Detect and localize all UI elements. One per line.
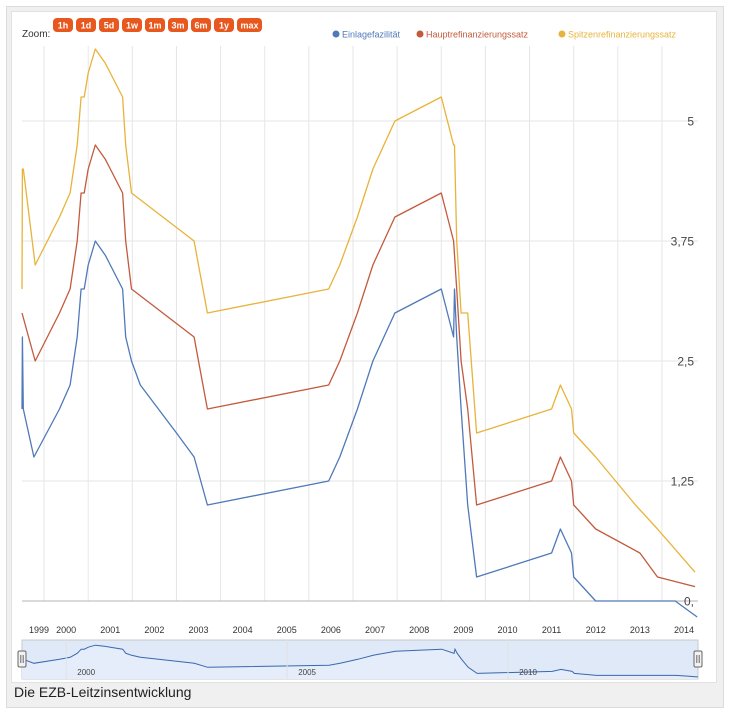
series-line-2 [21,144,696,588]
zoom-button-1y[interactable]: 1y [214,18,234,32]
x-tick-label: 2002 [144,625,164,635]
y-tick-label: 1,25 [671,475,695,489]
zoom-button-bg [237,18,262,32]
zoom-button-bg [145,18,165,32]
legend-marker [558,30,566,38]
x-tick-label: 2010 [497,625,517,635]
x-tick-label: 2013 [630,625,650,635]
zoom-label: Zoom: [22,29,50,40]
x-tick-label: 2011 [542,625,561,635]
zoom-button-3m[interactable]: 3m [168,18,188,32]
zoom-button-label: 1m [148,21,161,31]
x-axis-labels: 1999 2000 2001 2002 2003 2004 2005 2006 2007 2008… [29,625,694,635]
navigator-label: 2010 [519,668,537,677]
zoom-button-label: 6m [194,21,207,31]
zoom-button-bg [191,18,211,32]
navigator-line [21,644,699,678]
zoom-button-label: max [240,21,258,31]
zoom-button-bg [99,18,119,32]
zoom-button-1d[interactable]: 1d [76,18,96,32]
x-tick-label: 2006 [321,625,341,635]
zoom-button-1w[interactable]: 1w [122,18,142,32]
y-axis-labels: 5 3,75 2,5 1,25 0, [671,115,695,609]
navigator-label: 2000 [77,668,95,677]
zoom-button-label: 1w [126,21,139,31]
chart-caption: Die EZB-Leitzinsentwicklung [14,684,192,700]
y-tick-label: 5 [687,115,694,129]
x-tick-label: 2001 [100,625,120,635]
zoom-button-bg [53,18,73,32]
zoom-button-6m[interactable]: 6m [191,18,211,32]
legend-entry[interactable]: Hauptrefinanzierungssatz [426,30,529,40]
navigator-handle-right[interactable] [693,650,703,668]
navigator-label: 2005 [298,668,316,677]
y-tick-label: 2,5 [677,355,694,369]
handle-grip [17,650,27,668]
zoom-bar: Zoom: 1h 1d 5d 1w 1m 3m 6m 1y max [22,18,262,40]
x-tick-label: 2009 [453,625,473,635]
x-tick-label: 2005 [277,625,297,635]
x-tick-label: 2007 [365,625,385,635]
series-line-3 [21,48,696,573]
navigator[interactable]: 2000 2005 2010 [17,639,703,680]
x-tick-label: 2008 [409,625,429,635]
navigator-area [22,645,698,679]
series-line-1 [21,240,698,618]
legend: Einlagefazilität Hauptrefinanzierungssatz… [332,30,677,40]
zoom-button-bg [122,18,142,32]
zoom-button-label: 1y [219,21,229,31]
x-tick-label: 2000 [56,625,76,635]
legend-marker [416,30,424,38]
zoom-button-bg [214,18,234,32]
legend-entry[interactable]: Einlagefazilität [342,30,401,40]
series-lines [21,48,698,618]
zoom-button-label: 3m [171,21,184,31]
zoom-button-label: 1d [81,21,92,31]
grid [22,46,698,602]
zoom-button-bg [76,18,96,32]
y-tick-label: 0, [684,595,694,609]
legend-marker [332,30,340,38]
zoom-button-label: 1h [58,21,69,31]
navigator-handle-left[interactable] [17,650,27,668]
x-tick-label: 2004 [233,625,253,635]
zoom-button-max[interactable]: max [237,18,262,32]
chart-frame [6,6,724,708]
handle-grip [693,650,703,668]
y-tick-label: 3,75 [671,235,695,249]
zoom-button-1h[interactable]: 1h [53,18,73,32]
zoom-button-5d[interactable]: 5d [99,18,119,32]
x-tick-label: 1999 [29,625,49,635]
x-tick-label: 2014 [674,625,694,635]
zoom-button-1m[interactable]: 1m [145,18,165,32]
x-tick-label: 2003 [189,625,209,635]
x-tick-label: 2012 [586,625,606,635]
legend-entry[interactable]: Spitzenrefinanzierungssatz [568,30,677,40]
zoom-button-bg [168,18,188,32]
zoom-button-label: 5d [104,21,115,31]
